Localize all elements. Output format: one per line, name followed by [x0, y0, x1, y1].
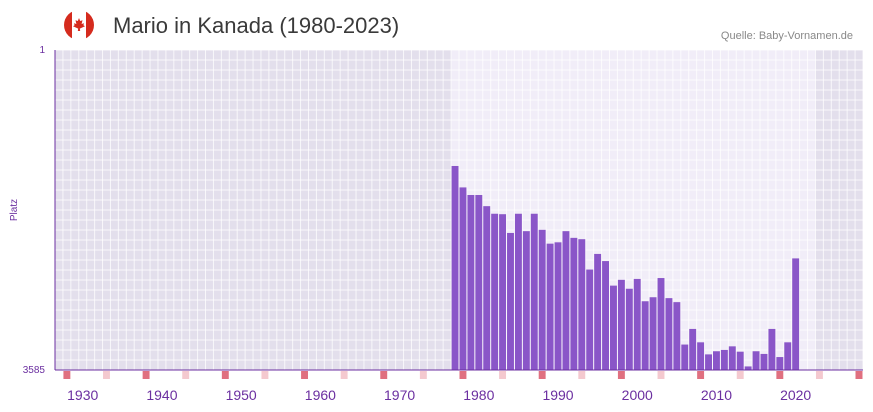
x-tick-label: 1970 — [384, 387, 415, 403]
bar-series — [451, 165, 800, 370]
bar — [665, 298, 673, 370]
canada-flag-graphic — [64, 10, 94, 40]
x-tick-marker — [301, 371, 308, 379]
x-tick-label: 1960 — [305, 387, 336, 403]
bar — [483, 206, 491, 370]
y-tick-label-top: 1 — [39, 45, 45, 56]
bar — [697, 342, 705, 370]
x-tick-marker — [182, 371, 190, 379]
bar — [625, 288, 633, 370]
bar — [586, 269, 594, 370]
bar — [728, 346, 736, 370]
x-tick-label: 1950 — [226, 387, 257, 403]
x-tick-labels: 1930 1940 1950 1960 1970 1980 1990 2000 2010 2020 — [67, 387, 811, 403]
x-tick-marker — [697, 371, 705, 379]
bar — [451, 165, 459, 370]
x-tick-marker — [459, 371, 467, 379]
bar — [689, 328, 697, 370]
x-tick-marker — [103, 371, 110, 379]
x-tick-marker — [261, 371, 269, 379]
x-tick-marker — [657, 371, 665, 379]
y-axis-label: Platz — [9, 199, 20, 221]
source-credit: Quelle: Baby-Vornamen.de — [720, 30, 853, 42]
x-tick-marker — [499, 371, 507, 379]
bar — [736, 351, 744, 370]
x-tick-label: 2010 — [701, 387, 732, 403]
x-tick-marker — [142, 371, 150, 379]
bar — [594, 253, 602, 370]
bar — [570, 237, 578, 370]
bar — [546, 243, 554, 370]
bar — [538, 229, 546, 370]
bar — [491, 213, 499, 370]
bar — [554, 242, 562, 370]
bar — [720, 349, 728, 370]
x-tick-label: 1990 — [542, 387, 573, 403]
bar — [610, 285, 617, 370]
x-tick-label: 2020 — [780, 387, 811, 403]
chart-title: Mario in Kanada (1980-2023) — [113, 13, 400, 38]
x-tick-marker — [63, 371, 71, 379]
axes — [54, 50, 863, 379]
bar — [673, 302, 681, 370]
x-tick-marker — [855, 371, 863, 379]
bar — [530, 213, 538, 370]
x-tick-marker — [815, 371, 823, 379]
bar — [522, 231, 530, 370]
bar — [514, 213, 522, 370]
bar — [459, 187, 467, 370]
bar — [578, 239, 586, 370]
bar — [649, 297, 657, 370]
x-tick-marker — [221, 371, 229, 379]
x-tick-marker — [736, 371, 744, 379]
x-tick-marker — [340, 371, 348, 379]
bar — [562, 231, 570, 370]
x-tick-label: 2000 — [622, 387, 653, 403]
x-tick-label: 1980 — [463, 387, 494, 403]
bar — [792, 258, 800, 370]
x-tick-marker — [776, 371, 784, 379]
bar — [712, 351, 720, 370]
bar — [641, 301, 649, 370]
bar — [705, 354, 712, 370]
bar — [768, 328, 776, 370]
bar — [633, 278, 641, 370]
bar — [752, 351, 760, 370]
x-tick-marker — [578, 371, 586, 379]
bar — [499, 214, 507, 370]
bar — [784, 342, 792, 370]
bar — [617, 279, 625, 370]
y-tick-label-bottom: 3585 — [23, 365, 46, 376]
bar — [657, 278, 665, 370]
x-tick-marker — [617, 371, 625, 379]
bar — [760, 353, 768, 370]
bar — [467, 195, 475, 370]
plot-grid — [54, 49, 864, 371]
canada-flag-icon — [64, 10, 94, 40]
x-tick-label: 1930 — [67, 387, 98, 403]
x-tick-label: 1940 — [146, 387, 177, 403]
x-tick-marker — [380, 371, 388, 379]
bar — [744, 366, 752, 370]
x-tick-marker — [419, 371, 427, 379]
bar — [475, 195, 483, 370]
bar — [776, 357, 784, 370]
x-tick-marker — [538, 371, 546, 379]
bar — [681, 344, 689, 370]
bar — [602, 261, 610, 370]
bar — [507, 232, 514, 370]
